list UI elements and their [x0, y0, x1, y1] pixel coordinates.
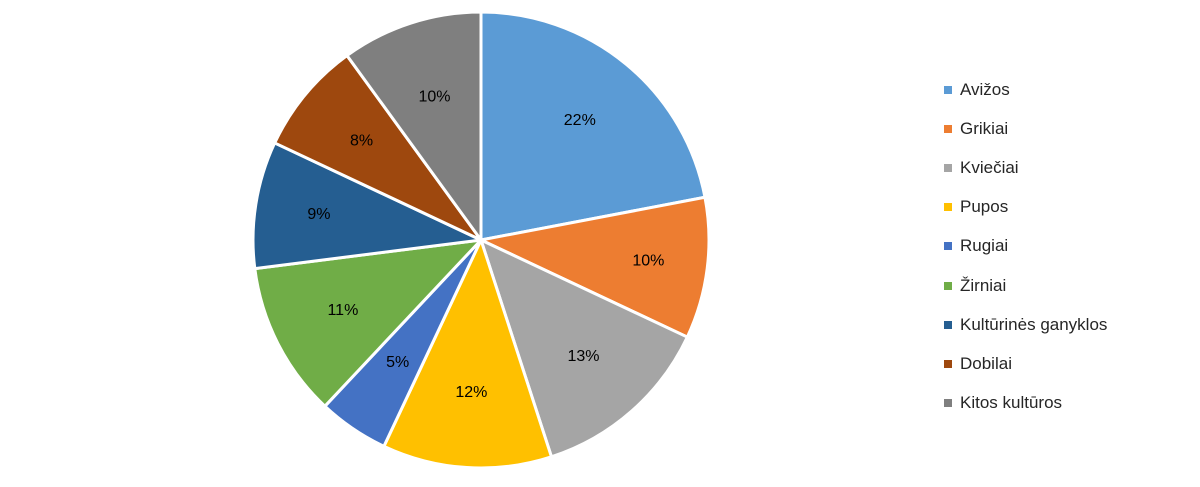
pie-data-label: 9% [307, 206, 330, 223]
legend-item: Kultūrinės ganyklos [944, 305, 1107, 344]
pie-data-labels: 22% 10% 13% 12% 5% 11% 9% 8% 10% [307, 88, 664, 401]
legend-label: Dobilai [960, 353, 1012, 373]
legend-swatch [944, 124, 952, 133]
pie-slice-6 [253, 237, 485, 409]
legend-swatch [944, 203, 952, 212]
pie-slice-9 [344, 10, 483, 245]
legend-swatch [944, 320, 952, 329]
legend-label: Pupos [960, 197, 1009, 217]
legend-item: Grikiai [944, 109, 1107, 148]
pie-data-label: 11% [327, 302, 358, 319]
pie-slice-8 [272, 53, 483, 242]
legend-swatch [944, 85, 952, 94]
chart-legend: Avižos Grikiai Kviečiai Pupos Rugiai Žirniai K… [944, 70, 1107, 423]
legend-item: Kviečiai [944, 148, 1107, 187]
pie-data-label: 13% [567, 348, 599, 365]
legend-item: Dobilai [944, 344, 1107, 383]
legend-swatch [944, 399, 952, 408]
legend-swatch [944, 163, 952, 172]
pie-data-label: 12% [455, 384, 487, 401]
pie-slice-3 [478, 237, 690, 459]
pie-data-label: 10% [632, 253, 664, 270]
pie-slices [251, 10, 711, 470]
legend-swatch [944, 281, 952, 290]
legend-item: Kitos kultūros [944, 384, 1107, 423]
legend-label: Avižos [960, 79, 1010, 99]
legend-item: Pupos [944, 188, 1107, 227]
pie-slice-7 [251, 140, 487, 271]
legend-item: Žirniai [944, 266, 1107, 305]
legend-label: Kultūrinės ganyklos [960, 314, 1108, 334]
pie-data-label: 22% [564, 112, 596, 129]
pie-slice-1 [479, 10, 707, 242]
legend-label: Grikiai [960, 118, 1009, 138]
legend-label: Rugiai [960, 236, 1009, 256]
pie-data-label: 10% [418, 88, 450, 105]
pie-slice-4 [381, 235, 554, 470]
pie-slice-2 [476, 195, 711, 340]
legend-label: Kviečiai [960, 157, 1019, 177]
legend-item: Rugiai [944, 227, 1107, 266]
pie-data-label: 8% [350, 133, 373, 150]
legend-swatch [944, 359, 952, 368]
legend-swatch [944, 242, 952, 251]
legend-label: Žirniai [960, 275, 1007, 295]
pie-data-label: 5% [386, 354, 409, 371]
legend-item: Avižos [944, 70, 1107, 109]
legend-label: Kitos kultūros [960, 393, 1063, 413]
